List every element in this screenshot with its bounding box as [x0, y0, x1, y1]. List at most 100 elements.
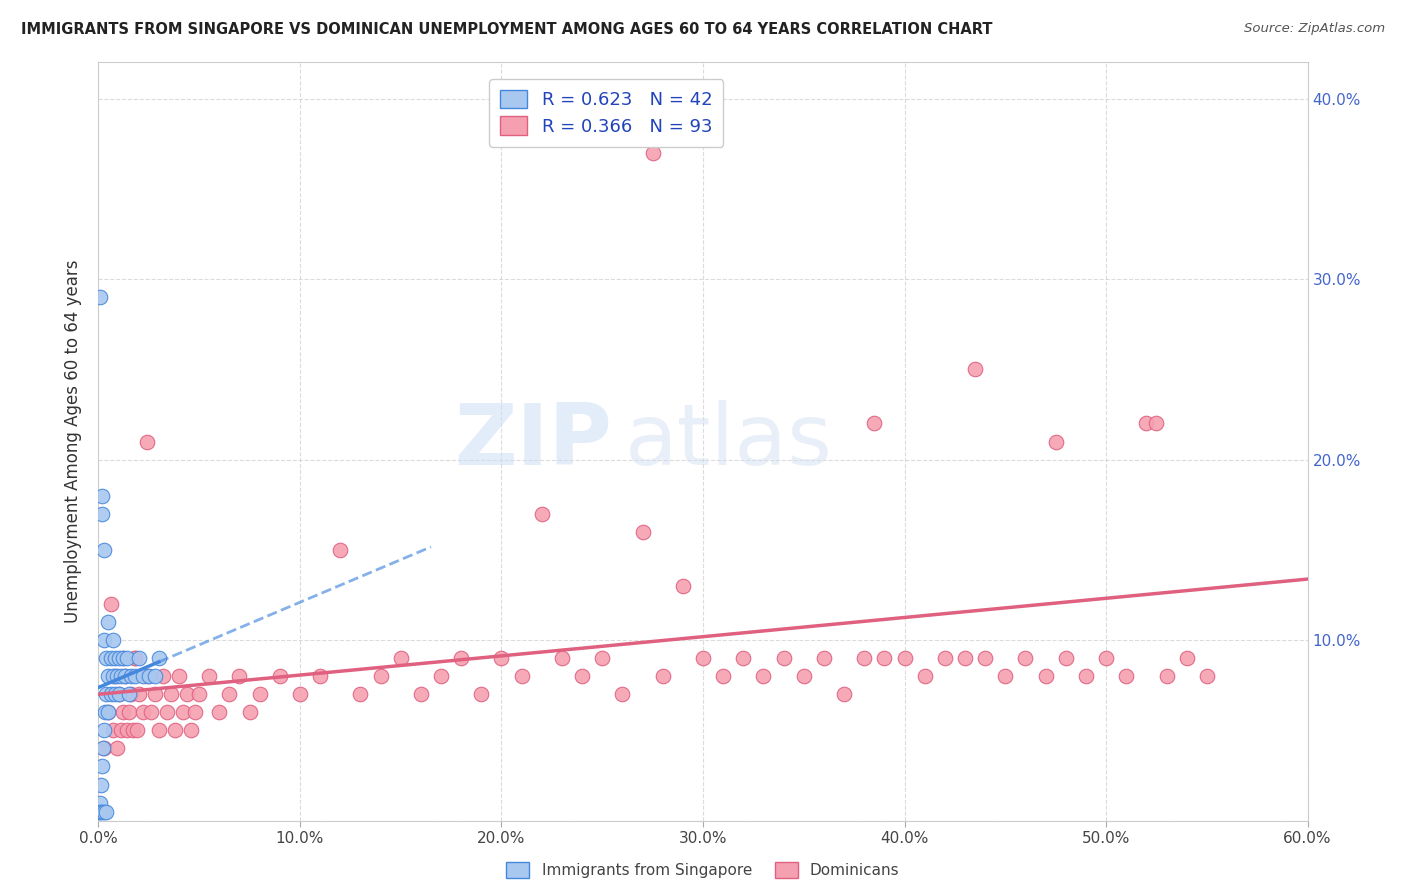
Point [118, 687, 141, 701]
Text: Source: ZipAtlas.com: Source: ZipAtlas.com [1244, 22, 1385, 36]
Point [124, 651, 146, 665]
Point [138, 669, 160, 683]
Point [530, 507, 553, 521]
Point [100, 597, 122, 611]
Point [100, 687, 122, 701]
Point [96, 687, 118, 701]
Point [143, 687, 166, 701]
Point [974, 651, 997, 665]
Legend: Immigrants from Singapore, Dominicans: Immigrants from Singapore, Dominicans [501, 856, 905, 884]
Point [218, 687, 240, 701]
Point [107, 687, 129, 701]
Point [288, 687, 311, 701]
Point [103, 669, 125, 683]
Point [491, 651, 513, 665]
Point [571, 669, 593, 683]
Point [409, 687, 432, 701]
Point [125, 723, 148, 738]
Point [208, 706, 231, 720]
Point [103, 651, 125, 665]
Point [105, 669, 128, 683]
Point [349, 687, 371, 701]
Point [239, 706, 262, 720]
Point [832, 687, 855, 701]
Point [148, 723, 170, 738]
Point [156, 706, 179, 720]
Point [132, 669, 155, 683]
Point [96, 805, 118, 819]
Legend: R = 0.623   N = 42, R = 0.366   N = 93: R = 0.623 N = 42, R = 0.366 N = 93 [489, 79, 723, 146]
Point [135, 669, 157, 683]
Point [121, 723, 143, 738]
Point [120, 687, 142, 701]
Point [111, 651, 134, 665]
Text: ZIP: ZIP [454, 400, 613, 483]
Point [115, 723, 138, 738]
Point [249, 687, 271, 701]
Point [893, 651, 915, 665]
Point [1175, 651, 1198, 665]
Point [269, 669, 291, 683]
Point [135, 434, 157, 449]
Point [1045, 434, 1067, 449]
Point [101, 669, 124, 683]
Point [1195, 669, 1218, 683]
Point [132, 706, 155, 720]
Point [873, 651, 896, 665]
Point [111, 651, 134, 665]
Point [115, 651, 138, 665]
Point [1054, 651, 1077, 665]
Point [97, 706, 120, 720]
Point [91, 489, 114, 503]
Point [176, 687, 198, 701]
Point [370, 669, 392, 683]
Point [167, 669, 190, 683]
Point [551, 651, 574, 665]
Point [128, 651, 150, 665]
Point [198, 669, 221, 683]
Point [1146, 417, 1168, 431]
Point [1156, 669, 1178, 683]
Point [91, 507, 114, 521]
Point [914, 669, 936, 683]
Point [93, 723, 115, 738]
Point [965, 362, 987, 376]
Point [309, 669, 332, 683]
Point [93, 542, 115, 557]
Point [1074, 669, 1097, 683]
Point [101, 723, 124, 738]
Point [103, 687, 125, 701]
Point [93, 741, 115, 756]
Point [94, 706, 117, 720]
Point [111, 706, 134, 720]
Point [813, 651, 835, 665]
Point [692, 651, 714, 665]
Point [90, 778, 112, 792]
Point [91, 759, 114, 773]
Point [143, 669, 166, 683]
Point [97, 615, 120, 629]
Point [93, 741, 115, 756]
Point [89, 290, 111, 304]
Point [994, 669, 1017, 683]
Point [93, 805, 115, 819]
Point [163, 723, 186, 738]
Point [934, 651, 956, 665]
Point [591, 651, 613, 665]
Point [91, 805, 114, 819]
Point [118, 706, 141, 720]
Point [510, 669, 533, 683]
Point [114, 669, 136, 683]
Point [1135, 417, 1157, 431]
Point [953, 651, 976, 665]
Point [110, 669, 132, 683]
Point [711, 669, 734, 683]
Point [128, 687, 150, 701]
Point [389, 651, 412, 665]
Point [184, 706, 207, 720]
Point [1095, 651, 1118, 665]
Point [733, 651, 755, 665]
Point [450, 651, 472, 665]
Point [96, 651, 118, 665]
Point [172, 706, 194, 720]
